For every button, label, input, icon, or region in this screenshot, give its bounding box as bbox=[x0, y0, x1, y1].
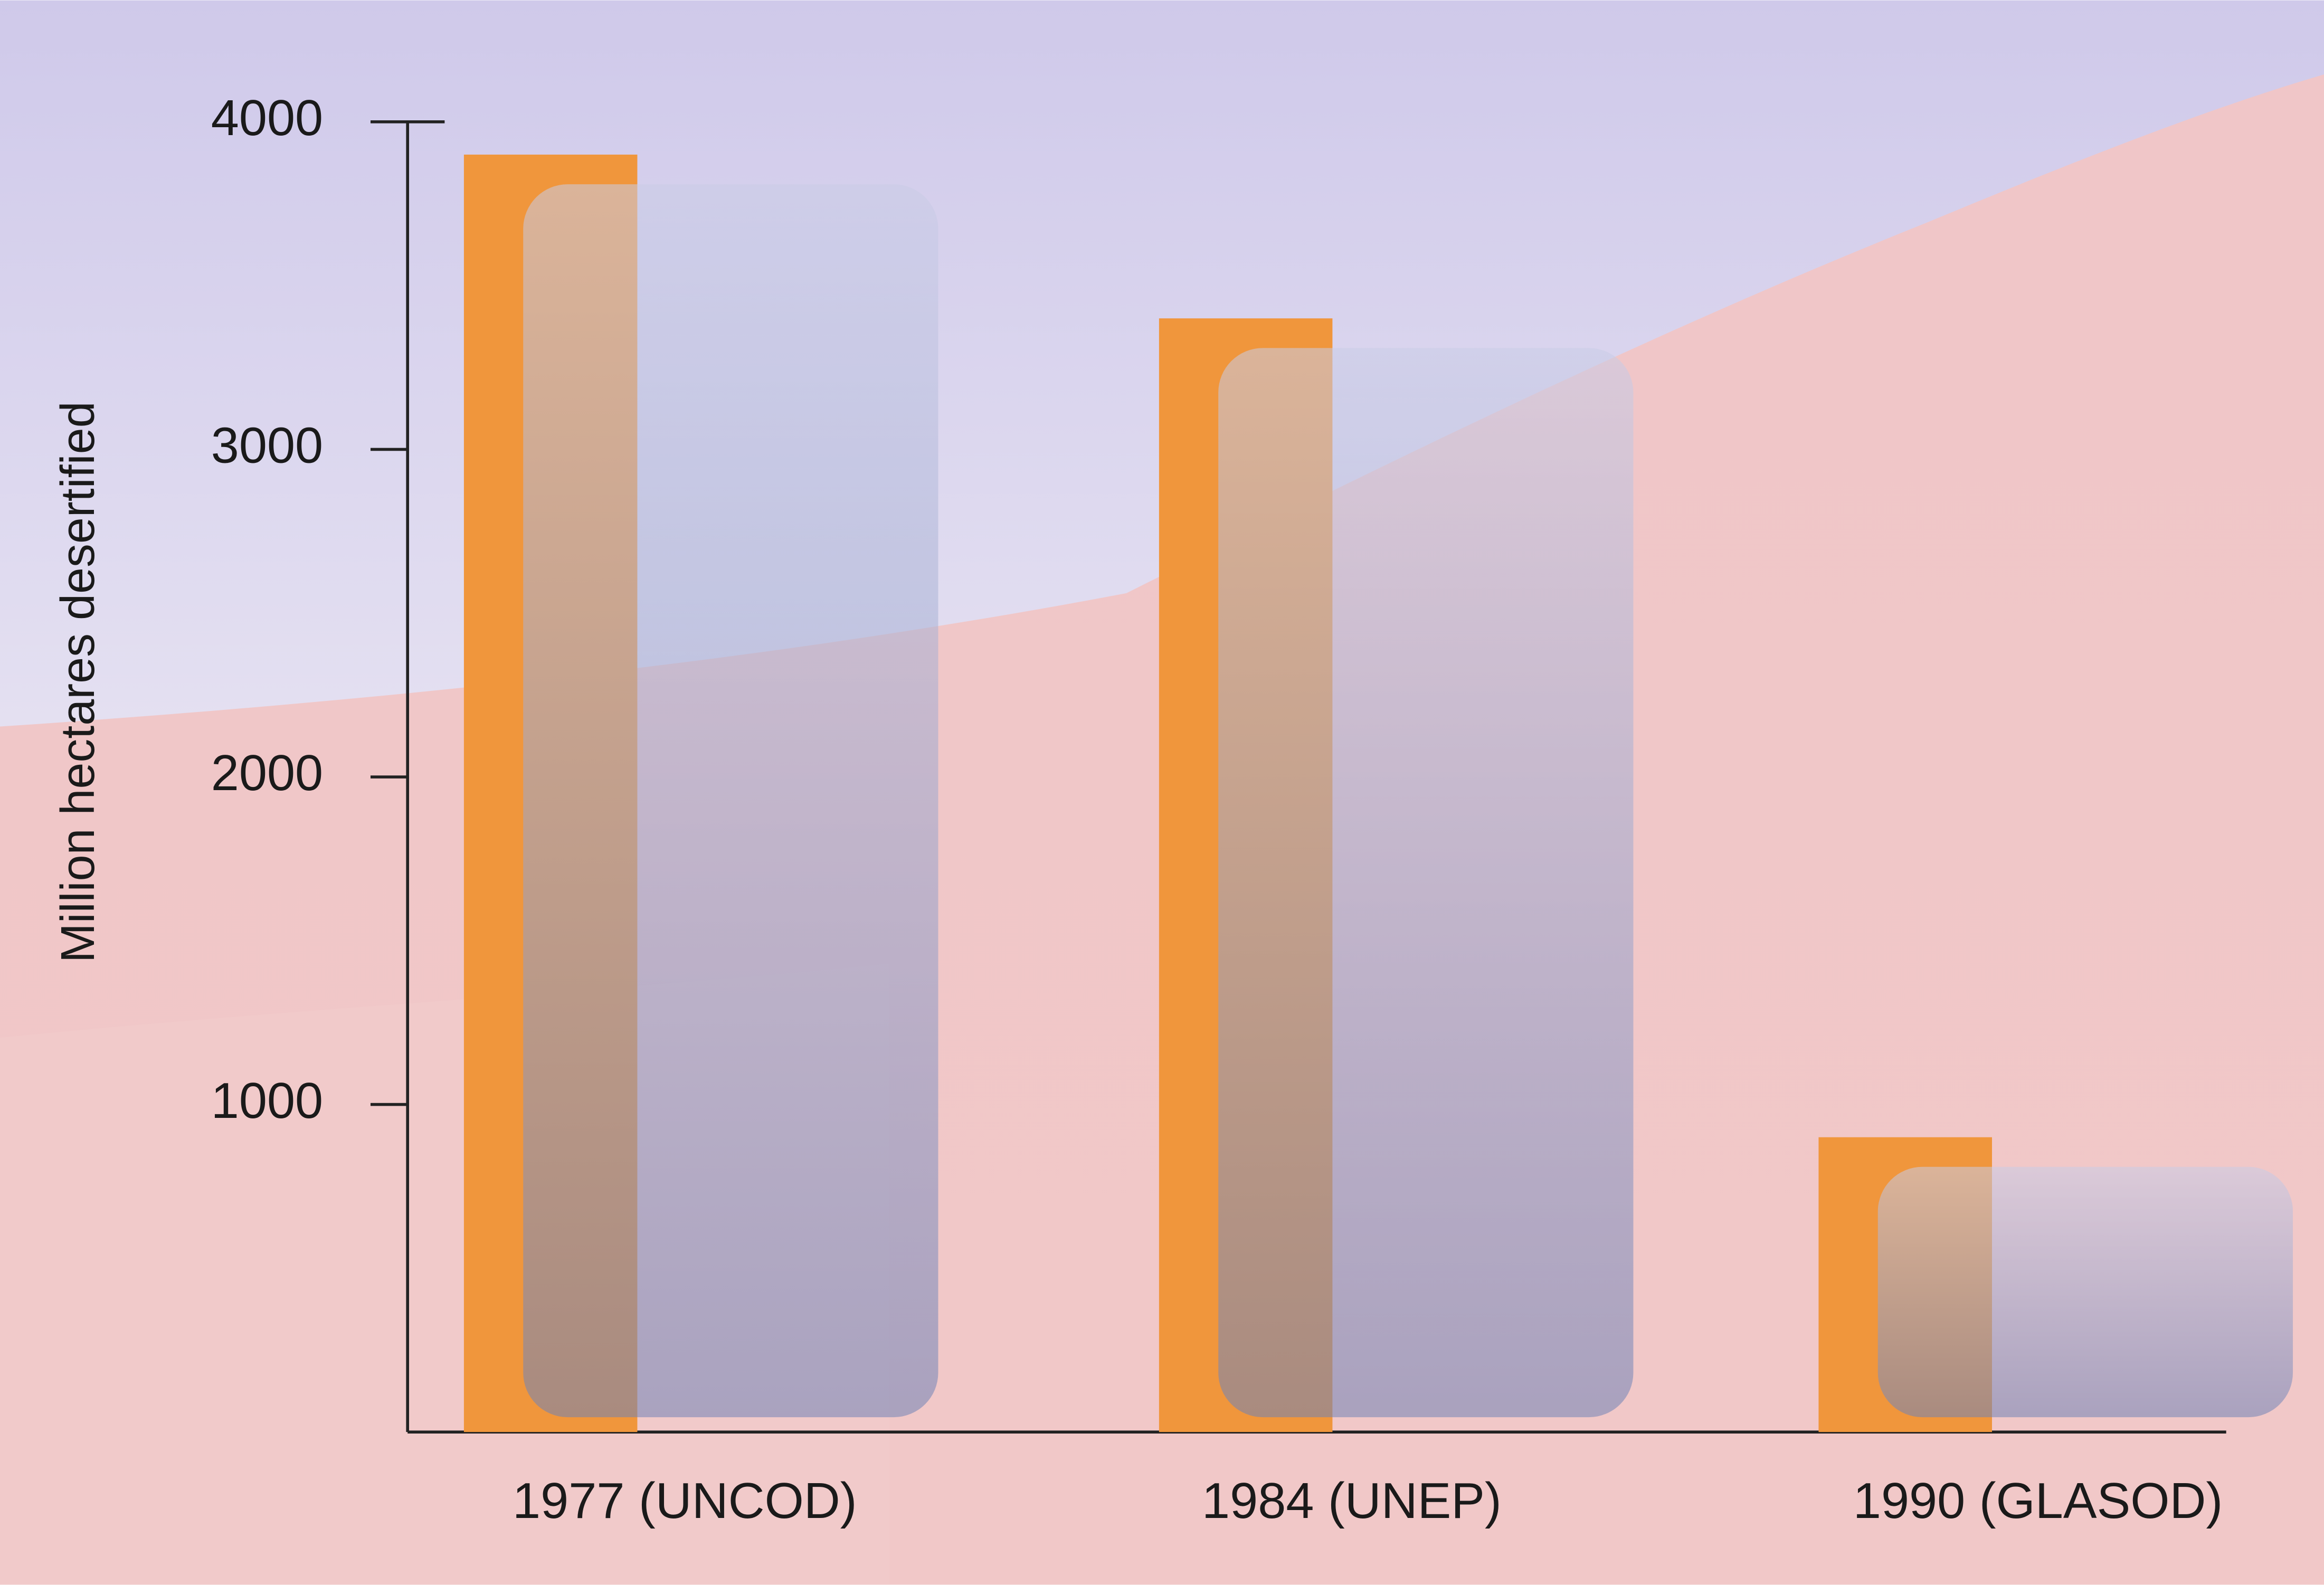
y-tick-label: 2000 bbox=[211, 745, 323, 801]
y-tick-label: 4000 bbox=[211, 90, 323, 146]
y-tick-label: 1000 bbox=[211, 1073, 323, 1129]
y-tick-label: 3000 bbox=[211, 418, 323, 474]
y-axis-label: Million hectares desertified bbox=[52, 401, 105, 963]
map-overlay bbox=[1218, 348, 1634, 1418]
map-overlay bbox=[1877, 1166, 2293, 1418]
x-tick-label: 1990 (GLASOD) bbox=[1853, 1473, 2223, 1529]
x-tick-label: 1984 (UNEP) bbox=[1202, 1473, 1502, 1529]
x-tick-label: 1977 (UNCOD) bbox=[513, 1473, 857, 1529]
map-overlay bbox=[523, 184, 938, 1418]
